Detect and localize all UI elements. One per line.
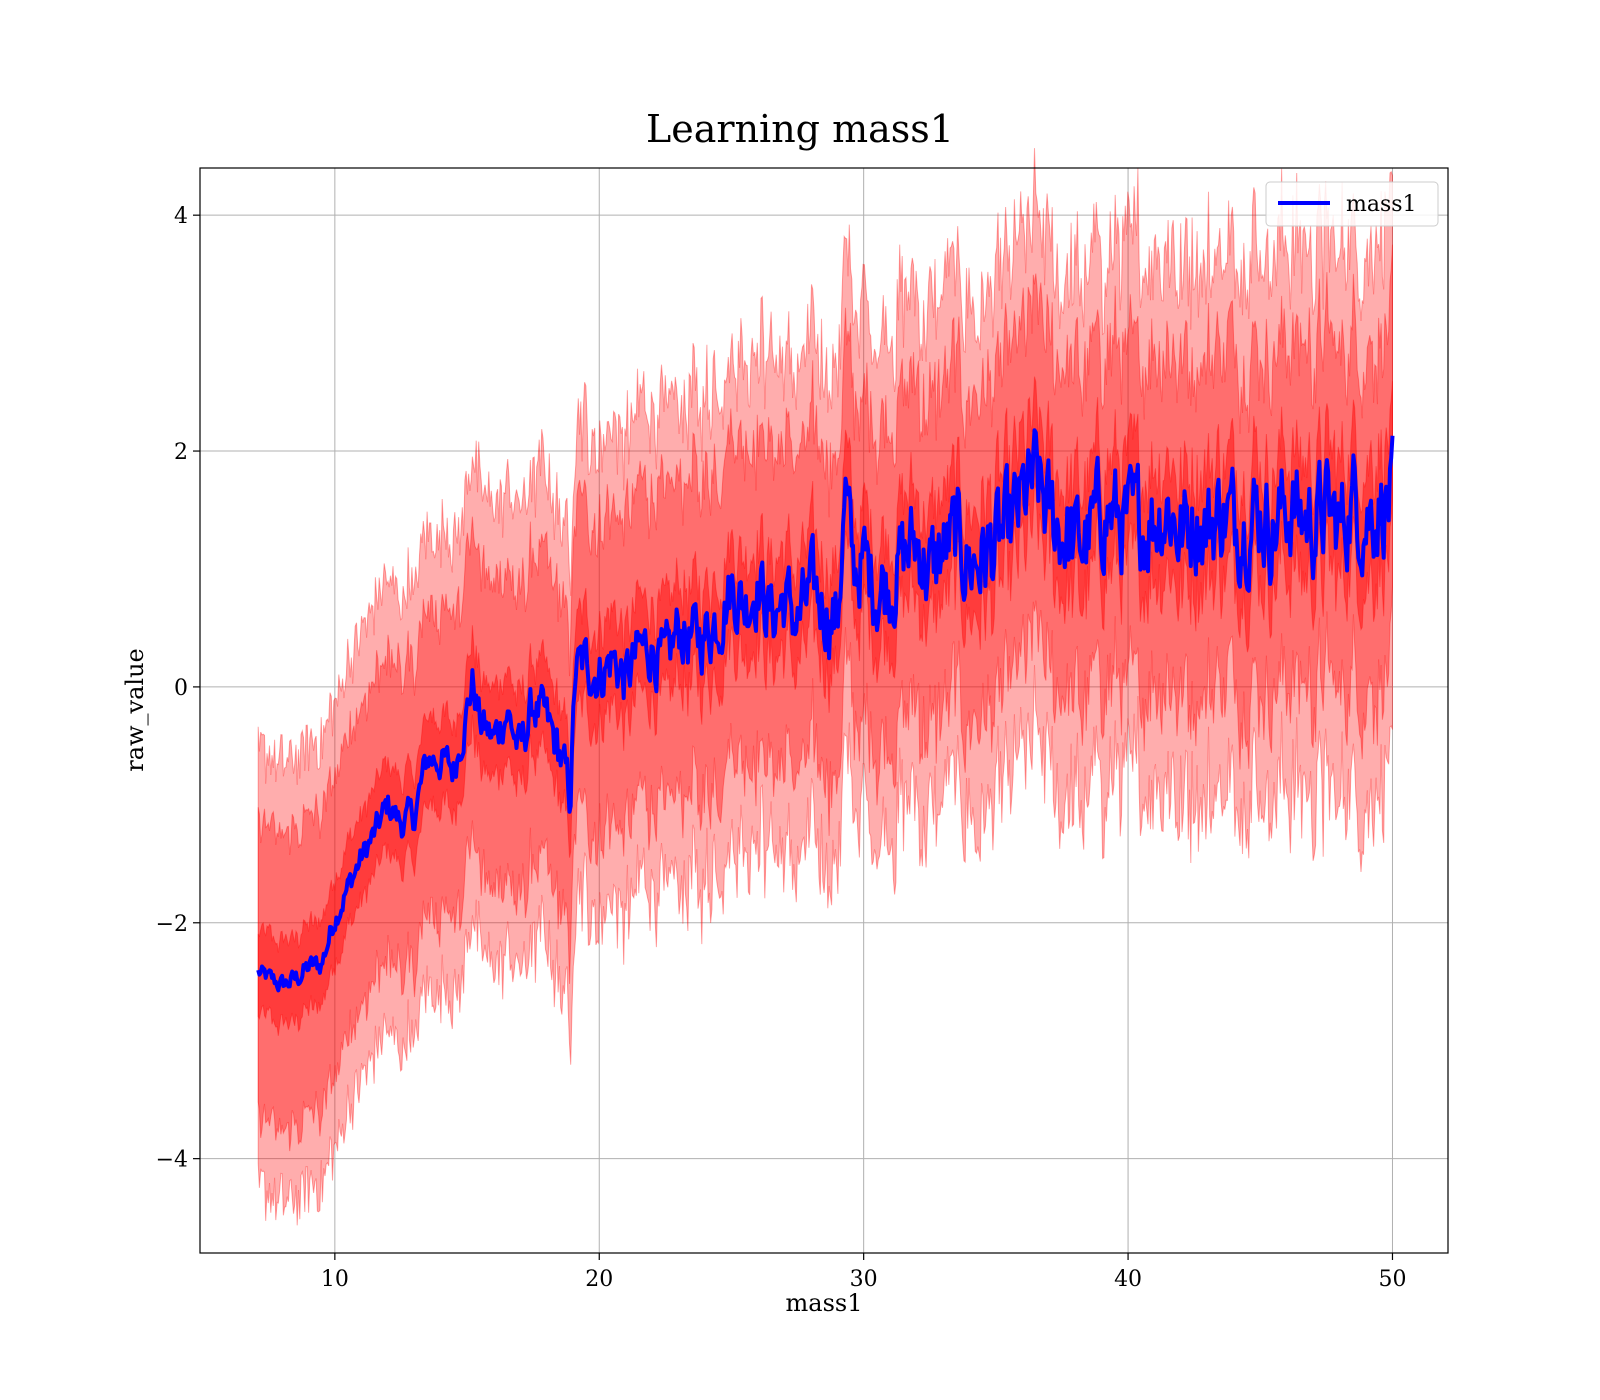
y-tick-label: −2 bbox=[156, 912, 188, 937]
legend: mass1 bbox=[1265, 181, 1439, 227]
band-1 bbox=[257, 244, 1393, 1152]
grid bbox=[200, 168, 1448, 1253]
y-axis-label: raw_value bbox=[121, 648, 149, 772]
series-line-mass1 bbox=[256, 428, 1395, 993]
plot-frame bbox=[199, 167, 1449, 1254]
x-tick-label: 10 bbox=[321, 1267, 349, 1292]
uncertainty-bands bbox=[257, 148, 1393, 1226]
chart-title: Learning mass1 bbox=[646, 107, 954, 151]
band-2 bbox=[257, 376, 1393, 1036]
x-tick-label: 20 bbox=[585, 1267, 613, 1292]
legend-box bbox=[1265, 181, 1439, 227]
x-tick-label: 30 bbox=[850, 1267, 878, 1292]
x-axis-label: mass1 bbox=[786, 1289, 863, 1317]
legend-label-mass1: mass1 bbox=[1346, 192, 1417, 217]
y-tick-label: −4 bbox=[156, 1148, 188, 1173]
band-0 bbox=[257, 148, 1393, 1226]
y-tick-label: 4 bbox=[174, 204, 188, 229]
series-lines bbox=[256, 428, 1395, 993]
y-tick-label: 2 bbox=[174, 440, 188, 465]
axis-ticks: 10 20 30 40 50 −4 −2 0 2 4 bbox=[156, 204, 1407, 1292]
x-tick-label: 40 bbox=[1114, 1267, 1142, 1292]
y-tick-label: 0 bbox=[174, 676, 188, 701]
x-tick-label: 50 bbox=[1378, 1267, 1406, 1292]
